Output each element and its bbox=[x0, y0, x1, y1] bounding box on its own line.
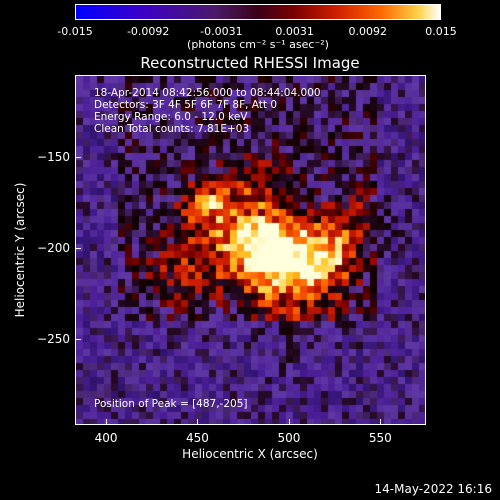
y-tick-label: −250 bbox=[37, 332, 70, 347]
y-tick-mark bbox=[75, 339, 81, 341]
colorbar-tick-label: 0.0092 bbox=[348, 25, 388, 38]
colorbar bbox=[75, 4, 441, 20]
annotation-peak: Position of Peak = [487,-205] bbox=[94, 398, 248, 410]
x-axis-label: Heliocentric X (arcsec) bbox=[182, 447, 318, 461]
x-tick-label: 550 bbox=[368, 431, 392, 445]
annotation-clean: Clean Total counts: 7.81E+03 bbox=[94, 123, 250, 135]
y-tick-mark bbox=[75, 248, 81, 250]
x-tick-mark bbox=[106, 419, 108, 425]
y-tick-label: −200 bbox=[37, 241, 70, 256]
colorbar-tick-label: 0.015 bbox=[425, 25, 457, 38]
y-tick-mark bbox=[75, 157, 81, 159]
colorbar-unit-label: (photons cm⁻² s⁻¹ asec⁻²) bbox=[187, 38, 329, 51]
x-tick-mark bbox=[197, 419, 199, 425]
annotation-energy: Energy Range: 6.0 - 12.0 keV bbox=[94, 111, 248, 123]
x-tick-mark bbox=[380, 419, 382, 425]
colorbar-tick-label: -0.015 bbox=[57, 25, 93, 38]
heatmap-image bbox=[76, 76, 425, 424]
plot-area bbox=[75, 75, 426, 425]
colorbar-tick-label: -0.0092 bbox=[126, 25, 170, 38]
colorbar-tick-label: -0.0031 bbox=[200, 25, 243, 38]
chart-title: Reconstructed RHESSI Image bbox=[140, 54, 360, 72]
colorbar-tick-label: 0.0031 bbox=[275, 25, 314, 38]
x-tick-label: 400 bbox=[94, 431, 118, 445]
y-axis-label: Heliocentric Y (arcsec) bbox=[13, 182, 27, 318]
footer-date: 14-May-2022 16:16 bbox=[374, 482, 492, 496]
annotation-detectors: Detectors: 3F 4F 5F 6F 7F 8F, Att 0 bbox=[94, 99, 278, 111]
x-tick-label: 450 bbox=[186, 431, 209, 445]
y-tick-label: −150 bbox=[37, 150, 70, 165]
x-tick-label: 500 bbox=[277, 431, 301, 445]
annotation-time-range: 18-Apr-2014 08:42:56.000 to 08:44:04.000 bbox=[94, 87, 321, 99]
x-tick-mark bbox=[288, 419, 290, 425]
